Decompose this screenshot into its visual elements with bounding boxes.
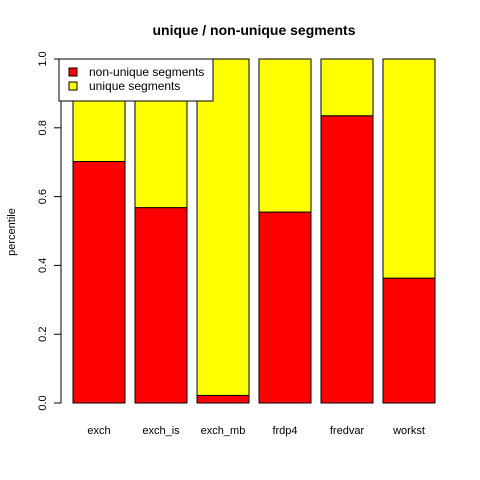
y-tick-label: 0.0 xyxy=(37,395,49,410)
y-tick-label: 0.2 xyxy=(37,327,49,342)
legend-label: unique segments xyxy=(89,79,180,93)
y-axis: 0.0 0.2 0.4 0.6 0.8 1.0 xyxy=(37,51,62,411)
bar-exch-non-unique xyxy=(72,161,126,404)
bar-fredvar-non-unique xyxy=(320,115,374,404)
y-axis-label: percentile xyxy=(6,208,18,256)
x-tick-label: exch_is xyxy=(142,425,180,437)
x-tick-label: frdp4 xyxy=(272,425,297,437)
legend-box xyxy=(58,58,214,102)
legend-swatch xyxy=(68,67,78,77)
bar-exch_mb-non-unique xyxy=(196,394,250,404)
bars-layer xyxy=(72,58,436,404)
bar-frdp4-non-unique xyxy=(258,211,312,404)
bar-frdp4-unique xyxy=(258,58,312,213)
legend-swatch xyxy=(68,81,78,91)
bar-exch_is-non-unique xyxy=(134,207,188,404)
y-tick-label: 0.6 xyxy=(37,189,49,204)
bar-fredvar-unique xyxy=(320,58,374,117)
legend-label: non-unique segments xyxy=(89,65,204,79)
bar-workst-unique xyxy=(382,58,436,279)
x-tick-label: exch xyxy=(87,425,110,437)
y-tick-label: 0.8 xyxy=(37,120,49,135)
x-tick-label: fredvar xyxy=(330,425,365,437)
chart-title: unique / non-unique segments xyxy=(153,22,356,38)
y-tick-label: 1.0 xyxy=(37,51,49,66)
x-tick-label: workst xyxy=(392,425,425,437)
bar-workst-non-unique xyxy=(382,277,436,404)
x-tick-label: exch_mb xyxy=(201,425,246,437)
x-axis-labels: exch exch_is exch_mb frdp4 fredvar workst xyxy=(87,425,425,437)
bar-exch_mb-unique xyxy=(196,58,250,396)
y-tick-label: 0.4 xyxy=(37,258,49,273)
